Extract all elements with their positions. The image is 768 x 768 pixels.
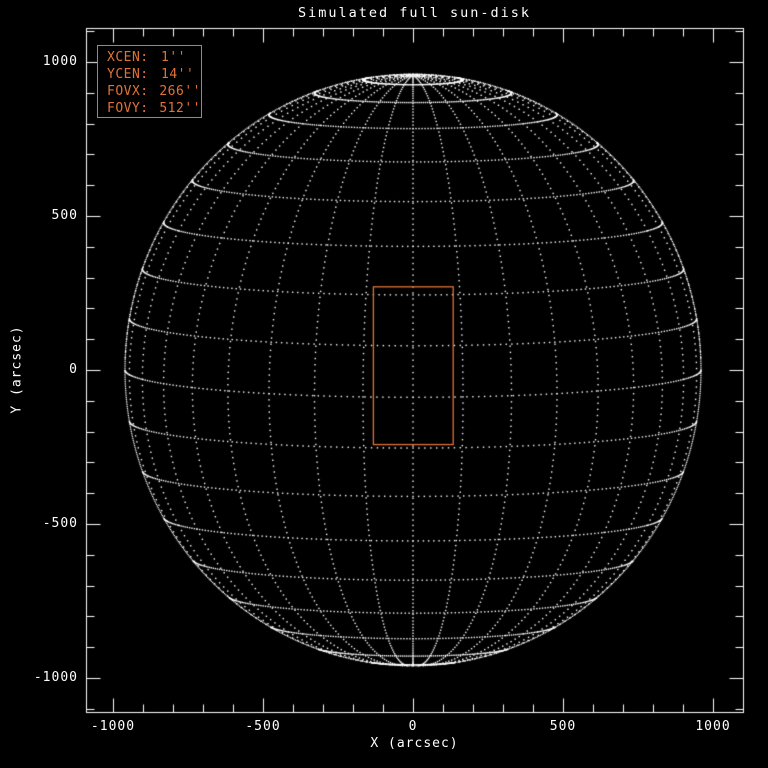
legend-label-xcen: XCEN: xyxy=(107,50,149,65)
legend-row-ycen: YCEN: 14'' xyxy=(107,66,201,83)
y-axis-label: Y (arcsec) xyxy=(9,325,25,414)
y-tick-label: -1000 xyxy=(33,670,78,686)
legend-row-fovy: FOVY: 512'' xyxy=(107,100,201,117)
plot-title: Simulated full sun-disk xyxy=(298,5,531,21)
legend-label-ycen: YCEN: xyxy=(107,67,149,82)
x-axis-label: X (arcsec) xyxy=(370,736,459,751)
legend-label-fovy: FOVY: xyxy=(107,101,149,116)
legend-value-ycen: 14'' xyxy=(161,67,195,82)
legend-row-fovx: FOVX: 266'' xyxy=(107,83,201,100)
y-tick-label: 500 xyxy=(51,207,78,223)
x-tick-label: 500 xyxy=(549,719,577,734)
legend-value-fovx: 266'' xyxy=(159,84,201,99)
x-tick-label: 1000 xyxy=(695,719,731,734)
x-tick-label: -1000 xyxy=(90,719,136,734)
y-tick-label: -500 xyxy=(42,516,78,532)
legend-value-xcen: 1'' xyxy=(161,50,186,65)
x-tick-label: 0 xyxy=(408,719,418,734)
legend-row-xcen: XCEN: 1'' xyxy=(107,49,201,66)
x-tick-label: -500 xyxy=(245,719,281,734)
y-tick-label: 1000 xyxy=(42,53,78,69)
legend-label-fovx: FOVX: xyxy=(107,84,149,99)
y-tick-label: 0 xyxy=(69,362,78,377)
legend-value-fovy: 512'' xyxy=(159,101,201,116)
fov-legend-box: XCEN: 1'' YCEN: 14'' FOVX: 266'' FOVY: 5… xyxy=(97,45,202,118)
